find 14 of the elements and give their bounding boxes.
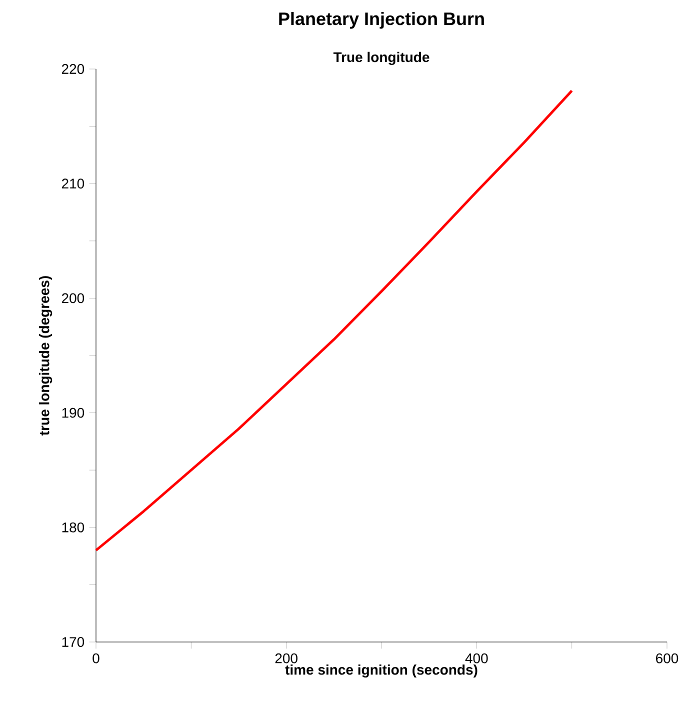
y-tick-label: 190 bbox=[62, 408, 84, 418]
y-tick-label: 220 bbox=[62, 64, 84, 74]
y-tick-label: 180 bbox=[62, 522, 84, 532]
x-tick-label: 200 bbox=[275, 653, 298, 664]
x-tick-label: 400 bbox=[465, 653, 488, 664]
x-tick-label: 600 bbox=[656, 653, 678, 664]
chart-title: Planetary Injection Burn bbox=[279, 12, 484, 29]
y-tick-label: 200 bbox=[62, 293, 84, 304]
y-axis-title: true longitude (degrees) bbox=[39, 276, 52, 436]
x-axis-title: time since ignition (seconds) bbox=[285, 664, 478, 678]
chart-subtitle: True longitude bbox=[333, 52, 430, 65]
y-tick-label: 210 bbox=[62, 178, 84, 189]
x-tick-label: 0 bbox=[92, 653, 100, 664]
y-tick-label: 170 bbox=[62, 637, 84, 647]
